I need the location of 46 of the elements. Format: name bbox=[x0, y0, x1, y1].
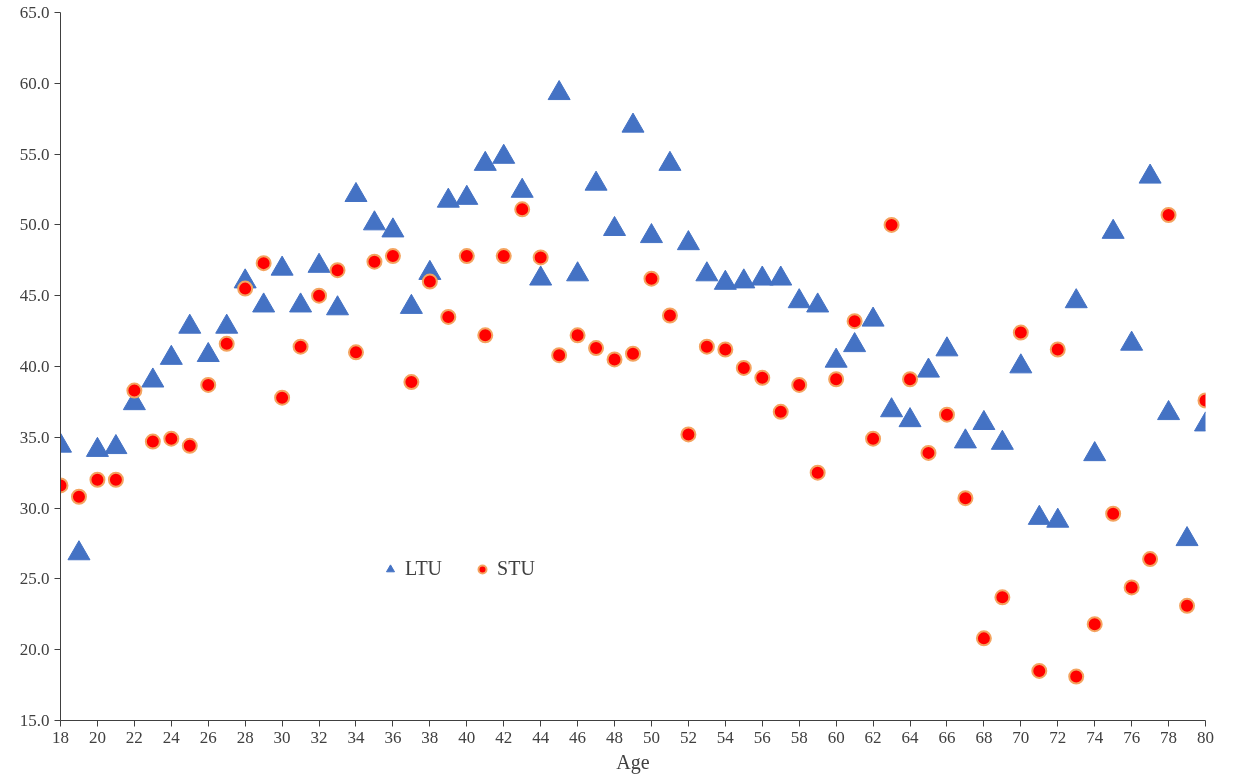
x-tick-label: 24 bbox=[162, 727, 181, 747]
x-tick-label: 58 bbox=[790, 727, 808, 747]
y-tick-label: 25.0 bbox=[19, 569, 50, 589]
x-tick-label: 72 bbox=[1049, 727, 1067, 747]
y-tick-label: 40.0 bbox=[19, 357, 50, 376]
x-tick-label: 66 bbox=[938, 727, 956, 747]
x-tick-label: 48 bbox=[606, 727, 624, 747]
x-tick-label: 54 bbox=[716, 727, 735, 747]
y-tick-label: 45.0 bbox=[19, 286, 50, 306]
x-tick-label: 32 bbox=[310, 727, 328, 747]
x-tick-label: 40 bbox=[458, 727, 476, 747]
x-tick-label: 62 bbox=[864, 727, 882, 747]
x-tick-label: 80 bbox=[1197, 727, 1214, 747]
x-tick-label: 42 bbox=[495, 727, 513, 747]
x-tick-label: 52 bbox=[679, 727, 697, 747]
x-tick-label: 56 bbox=[753, 727, 771, 747]
y-tick-label: 60.0 bbox=[19, 73, 50, 93]
x-tick-label: 68 bbox=[975, 727, 993, 747]
x-tick-label: 60 bbox=[827, 727, 845, 747]
x-tick-label: 64 bbox=[901, 727, 920, 747]
y-tick-label: 15.0 bbox=[19, 711, 50, 730]
x-tick-label: 30 bbox=[273, 727, 291, 747]
x-tick-label: 18 bbox=[52, 727, 69, 747]
y-tick-label: 65.0 bbox=[19, 3, 50, 22]
x-tick-label: 46 bbox=[569, 727, 587, 747]
legend-label: STU bbox=[497, 557, 535, 580]
x-tick-label: 44 bbox=[532, 727, 550, 747]
x-tick-label: 28 bbox=[236, 727, 254, 747]
y-tick-label: 35.0 bbox=[19, 427, 50, 447]
x-tick-label: 26 bbox=[199, 727, 217, 747]
x-tick-label: 22 bbox=[125, 727, 143, 747]
x-tick-label: 70 bbox=[1012, 727, 1030, 747]
y-tick-label: 30.0 bbox=[19, 498, 50, 518]
x-tick-label: 36 bbox=[384, 727, 402, 747]
x-tick-label: 34 bbox=[347, 727, 365, 747]
y-tick-label: 50.0 bbox=[19, 215, 50, 235]
x-axis-title: Age bbox=[616, 750, 650, 774]
y-tick-label: 20.0 bbox=[19, 640, 50, 660]
legend-label: LTU bbox=[405, 557, 443, 580]
y-tick-label: 55.0 bbox=[19, 144, 50, 164]
x-tick-label: 50 bbox=[642, 727, 660, 747]
x-tick-label: 78 bbox=[1160, 727, 1178, 747]
x-tick-label: 38 bbox=[421, 727, 439, 747]
x-tick-label: 20 bbox=[88, 727, 106, 747]
x-tick-label: 74 bbox=[1086, 727, 1104, 747]
x-tick-label: 76 bbox=[1123, 727, 1141, 747]
